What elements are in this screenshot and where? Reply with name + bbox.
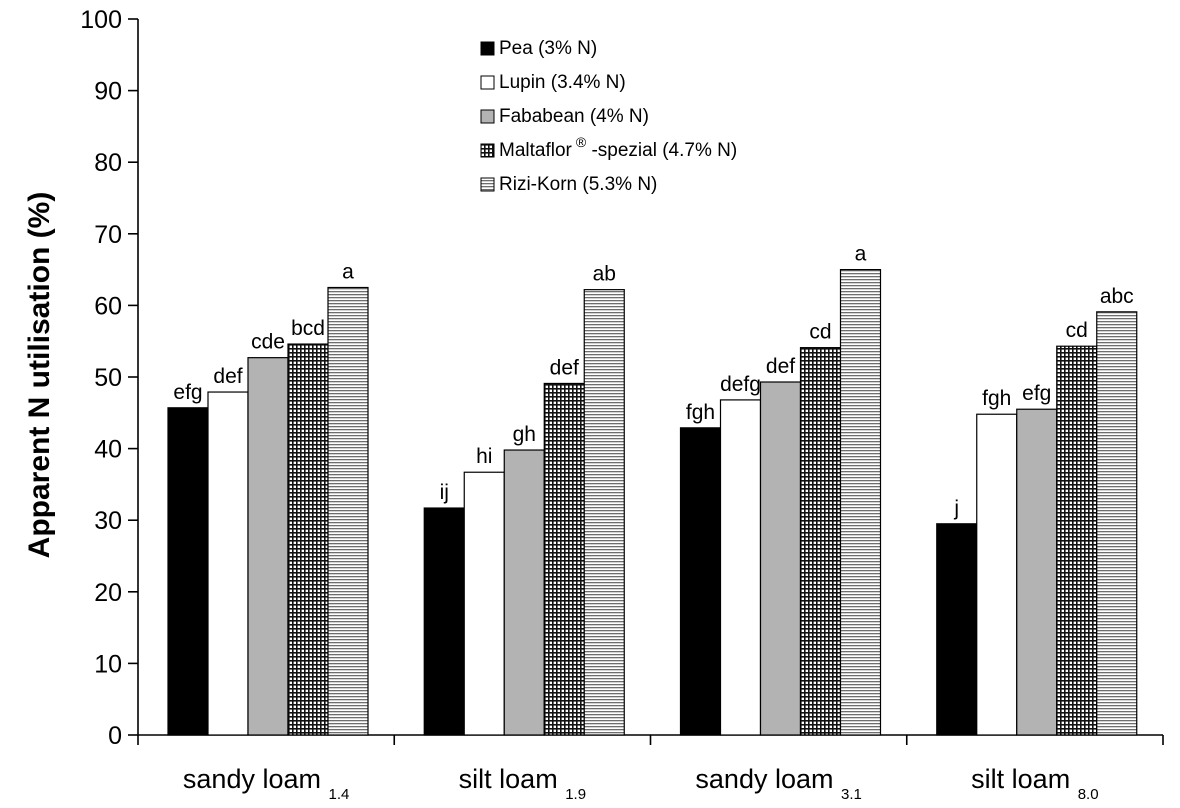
y-axis-title: Apparent N utilisation (%) xyxy=(23,192,56,559)
y-tick-label: 90 xyxy=(94,78,122,106)
y-tick-label: 50 xyxy=(94,364,122,392)
x-category-label: silt loam 8.0 xyxy=(971,764,1098,803)
significance-label: def xyxy=(766,355,795,378)
legend-label: Rizi-Korn (5.3% N) xyxy=(499,174,657,195)
bar-horizontal-lines xyxy=(583,289,625,736)
significance-label: abc xyxy=(1100,285,1134,308)
x-axis: sandy loam 1.4 silt loam 1.9 sandy loam 3.… xyxy=(137,734,1164,803)
legend-label: Fababean (4% N) xyxy=(499,106,649,127)
legend-swatch xyxy=(480,75,495,90)
y-tick-label: 100 xyxy=(80,6,122,34)
significance-label: cd xyxy=(809,321,831,344)
bar-solid-white xyxy=(976,413,1018,736)
bar-crosshatch xyxy=(543,382,585,736)
bar-solid-grey xyxy=(247,357,289,736)
bar-solid-white xyxy=(207,391,249,736)
x-category-subscript: 8.0 xyxy=(1078,786,1099,803)
significance-label: cde xyxy=(251,331,285,354)
x-category-subscript: 1.4 xyxy=(328,786,349,803)
bar-horizontal-lines xyxy=(839,269,882,736)
bar-crosshatch xyxy=(799,347,842,736)
significance-label: bcd xyxy=(291,317,325,340)
bars xyxy=(167,269,1138,736)
bar-solid-black xyxy=(679,427,722,736)
x-category-label: sandy loam 1.4 xyxy=(183,764,349,803)
x-category-subscript: 1.9 xyxy=(565,786,586,803)
significance-label: a xyxy=(342,261,354,284)
significance-label: fgh xyxy=(982,387,1011,410)
bar-solid-black xyxy=(167,407,209,736)
y-tick-label: 40 xyxy=(94,436,122,464)
legend-label: Lupin (3.4% N) xyxy=(499,72,626,93)
legend-swatch xyxy=(480,177,495,192)
y-tick-label: 30 xyxy=(94,507,122,535)
x-category-name: sandy loam xyxy=(695,764,841,794)
x-category-label: sandy loam 3.1 xyxy=(695,764,861,803)
y-tick-label: 10 xyxy=(94,650,122,678)
y-tick-label: 60 xyxy=(94,292,122,320)
significance-label: ij xyxy=(440,481,449,504)
legend: Pea (3% N) Lupin (3.4% N) Fababean (4% N) M… xyxy=(480,38,737,195)
significance-label: efg xyxy=(173,381,202,404)
x-category-subscript: 3.1 xyxy=(841,786,862,803)
bar-horizontal-lines xyxy=(1096,311,1138,736)
x-category-name: sandy loam xyxy=(183,764,329,794)
significance-labels: efgijfghjdefhidefgfghcdeghdefefgbcddefcd… xyxy=(173,243,1133,520)
x-category-label: silt loam 1.9 xyxy=(459,764,586,803)
y-tick-label: 0 xyxy=(108,722,122,750)
y-tick-label: 70 xyxy=(94,221,122,249)
legend-swatch xyxy=(480,143,495,158)
x-category-name: silt loam xyxy=(971,764,1078,794)
significance-label: cd xyxy=(1066,319,1088,342)
bar-solid-white xyxy=(463,471,505,736)
bar-solid-grey xyxy=(503,449,545,736)
bar-crosshatch xyxy=(287,343,329,736)
legend-label: Maltaflor ® -spezial (4.7% N) xyxy=(499,134,737,161)
significance-label: efg xyxy=(1022,382,1051,405)
significance-label: a xyxy=(855,243,867,266)
legend-label: Pea (3% N) xyxy=(499,38,597,59)
bar-crosshatch xyxy=(1056,345,1098,736)
significance-label: defg xyxy=(720,373,761,396)
significance-label: def xyxy=(550,356,579,379)
significance-label: def xyxy=(213,365,242,388)
y-axis: 0 10 20 30 40 50 60 70 80 90 100 xyxy=(80,6,139,750)
bar-solid-white xyxy=(719,399,762,736)
bar-horizontal-lines xyxy=(327,286,369,736)
bar-solid-black xyxy=(936,523,978,736)
y-tick-label: 80 xyxy=(94,149,122,177)
x-category-name: silt loam xyxy=(459,764,566,794)
significance-label: gh xyxy=(513,423,536,446)
significance-label: ab xyxy=(593,263,616,286)
bar-solid-grey xyxy=(1016,408,1058,736)
significance-label: j xyxy=(953,497,959,520)
bar-solid-black xyxy=(423,507,465,736)
bar-solid-grey xyxy=(759,381,802,736)
legend-swatch xyxy=(480,109,495,124)
legend-swatch xyxy=(480,41,495,56)
y-tick-label: 20 xyxy=(94,579,122,607)
significance-label: fgh xyxy=(686,401,715,424)
significance-label: hi xyxy=(476,445,492,468)
